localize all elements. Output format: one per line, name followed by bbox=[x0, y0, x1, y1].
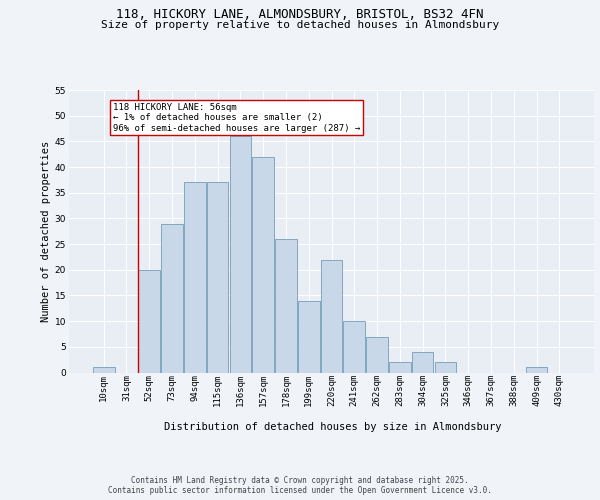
Text: 118, HICKORY LANE, ALMONDSBURY, BRISTOL, BS32 4FN: 118, HICKORY LANE, ALMONDSBURY, BRISTOL,… bbox=[116, 8, 484, 20]
Bar bbox=[93, 368, 115, 372]
Bar bbox=[161, 224, 183, 372]
Bar bbox=[434, 362, 456, 372]
Bar bbox=[343, 321, 365, 372]
Text: Size of property relative to detached houses in Almondsbury: Size of property relative to detached ho… bbox=[101, 20, 499, 30]
Y-axis label: Number of detached properties: Number of detached properties bbox=[41, 140, 50, 322]
Bar bbox=[389, 362, 410, 372]
Text: Contains HM Land Registry data © Crown copyright and database right 2025.
Contai: Contains HM Land Registry data © Crown c… bbox=[108, 476, 492, 495]
Bar bbox=[526, 368, 547, 372]
Bar bbox=[139, 270, 160, 372]
Bar bbox=[253, 157, 274, 372]
Text: 118 HICKORY LANE: 56sqm
← 1% of detached houses are smaller (2)
96% of semi-deta: 118 HICKORY LANE: 56sqm ← 1% of detached… bbox=[113, 103, 360, 132]
Bar bbox=[320, 260, 343, 372]
Bar bbox=[298, 300, 320, 372]
Bar bbox=[207, 182, 229, 372]
Text: Distribution of detached houses by size in Almondsbury: Distribution of detached houses by size … bbox=[164, 422, 502, 432]
Bar bbox=[366, 336, 388, 372]
Bar bbox=[184, 182, 206, 372]
Bar bbox=[412, 352, 433, 372]
Bar bbox=[230, 136, 251, 372]
Bar bbox=[275, 239, 297, 372]
